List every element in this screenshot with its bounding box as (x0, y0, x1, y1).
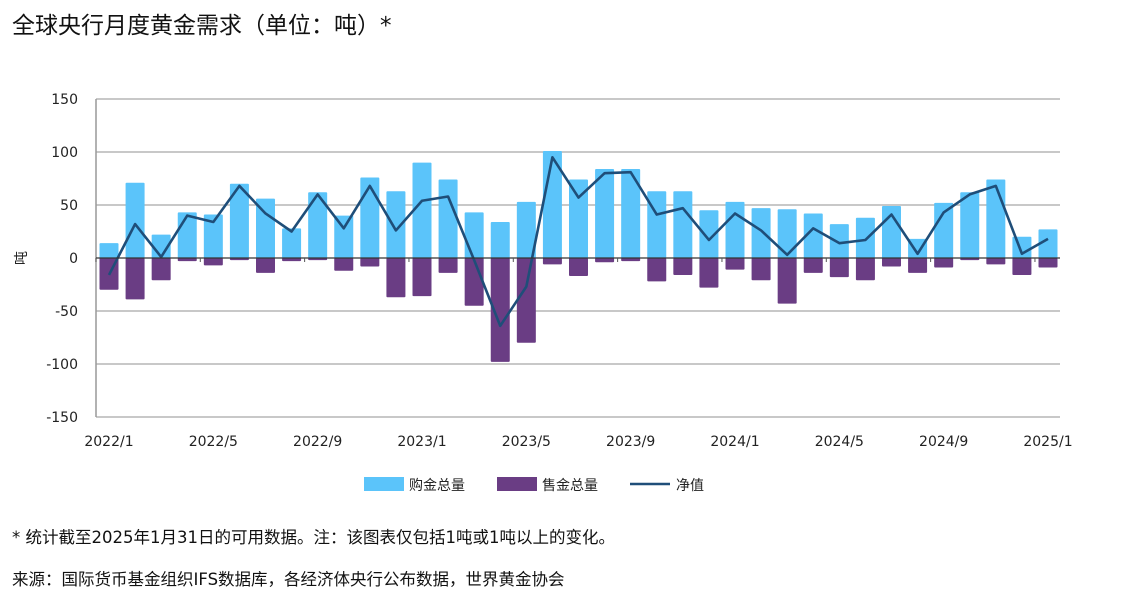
y-tick-label: 150 (51, 92, 78, 108)
bar-sales (934, 258, 954, 268)
chart-title: 全球央行月度黄金需求（单位：吨）* (12, 13, 392, 39)
bar-purchases (438, 179, 458, 258)
bar-purchases (464, 212, 484, 258)
bar-purchases (229, 183, 249, 258)
bar-purchases (125, 182, 145, 258)
bar-sales (986, 258, 1006, 265)
net-line (107, 156, 1049, 328)
x-tick-label: 2023/5 (502, 434, 551, 450)
x-tick-label: 2022/1 (84, 434, 133, 450)
bar-purchases (803, 213, 823, 258)
bar-sales (490, 258, 510, 362)
y-tick-label: -150 (46, 410, 78, 426)
bar-purchases (282, 228, 302, 258)
x-tick-label: 2022/9 (293, 434, 342, 450)
legend-swatch-purchases (364, 477, 404, 491)
bar-purchases (829, 224, 849, 258)
chart: 150 100 50 0 -50 -100 -150 吨 2022/1 2022/5 2022/9 2… (14, 92, 1073, 494)
bar-sales (777, 258, 797, 304)
y-axis-label: 吨 (14, 251, 30, 265)
bar-sales (151, 258, 171, 281)
bar-purchases (595, 168, 615, 258)
bar-purchases (908, 238, 928, 258)
bar-purchases (725, 201, 745, 258)
bar-purchases (960, 192, 980, 258)
bar-purchases (99, 243, 119, 258)
bar-purchases (386, 191, 406, 258)
x-tick-label: 2024/1 (710, 434, 759, 450)
y-tick-label: -50 (55, 304, 78, 320)
bar-purchases (360, 177, 380, 258)
bar-purchases (777, 209, 797, 258)
bar-purchases (751, 208, 771, 258)
bar-sales (542, 258, 562, 265)
bar-sales (177, 258, 197, 262)
bar-purchases (1038, 229, 1058, 258)
bar-purchases (203, 214, 223, 258)
x-tick-label: 2024/5 (815, 434, 864, 450)
x-tick-label: 2024/9 (919, 434, 968, 450)
bar-sales (725, 258, 745, 270)
footnote: * 统计截至2025年1月31日的可用数据。注：该图表仅包括1吨或1吨以上的变化… (12, 528, 615, 547)
bar-purchases (256, 198, 275, 258)
x-tick-label: 2025/1 (1023, 434, 1072, 450)
bar-sales (647, 258, 667, 282)
bar-purchases (177, 212, 197, 258)
bar-sales (829, 258, 849, 278)
bar-sales (569, 258, 588, 277)
legend-label-purchases: 购金总量 (409, 478, 465, 494)
x-tick-label: 2023/9 (606, 434, 655, 450)
bar-purchases (490, 221, 510, 258)
bar-sales (621, 258, 641, 262)
legend-label-sales: 售金总量 (542, 478, 598, 494)
bar-sales (855, 258, 875, 281)
y-tick-label: -100 (46, 357, 78, 373)
y-tick-label: 50 (60, 198, 78, 214)
bar-sales (1038, 258, 1058, 268)
bar-sales (1012, 258, 1032, 275)
bar-sales (282, 258, 302, 262)
bar-sales (908, 258, 928, 273)
legend-label-net: 净值 (676, 478, 704, 494)
bar-purchases (986, 179, 1006, 258)
bar-purchases (934, 202, 954, 258)
bar-sales (360, 258, 380, 267)
bar-purchases (516, 201, 536, 258)
bar-sales (516, 258, 536, 343)
bar-sales (125, 258, 145, 300)
bar-purchases (569, 179, 588, 258)
bar-sales (699, 258, 719, 288)
bar-sales (464, 258, 484, 306)
y-tick-label: 100 (51, 145, 78, 161)
bar-purchases (855, 217, 875, 258)
bar-sales (386, 258, 406, 298)
bar-sales (673, 258, 693, 275)
y-tick-label: 0 (69, 251, 78, 267)
bar-sales (203, 258, 223, 266)
bar-sales (882, 258, 901, 267)
bar-sales (334, 258, 354, 271)
bar-sales (803, 258, 823, 273)
x-tick-label: 2022/5 (189, 434, 238, 450)
bar-purchases (412, 162, 432, 258)
x-tick-label: 2023/1 (397, 434, 446, 450)
bar-purchases (621, 168, 641, 258)
bar-purchases (647, 191, 667, 258)
bar-purchases (699, 210, 719, 258)
bar-sales (438, 258, 458, 273)
bar-sales (412, 258, 432, 297)
bar-purchases (334, 215, 354, 258)
source-note: 来源：国际货币基金组织IFS数据库，各经济体央行公布数据，世界黄金协会 (12, 570, 565, 589)
bar-purchases (308, 192, 328, 258)
legend-swatch-sales (497, 477, 537, 491)
bar-purchases (673, 191, 693, 258)
bar-sales (595, 258, 615, 263)
bar-sales (751, 258, 771, 281)
bar-sales (256, 258, 275, 273)
